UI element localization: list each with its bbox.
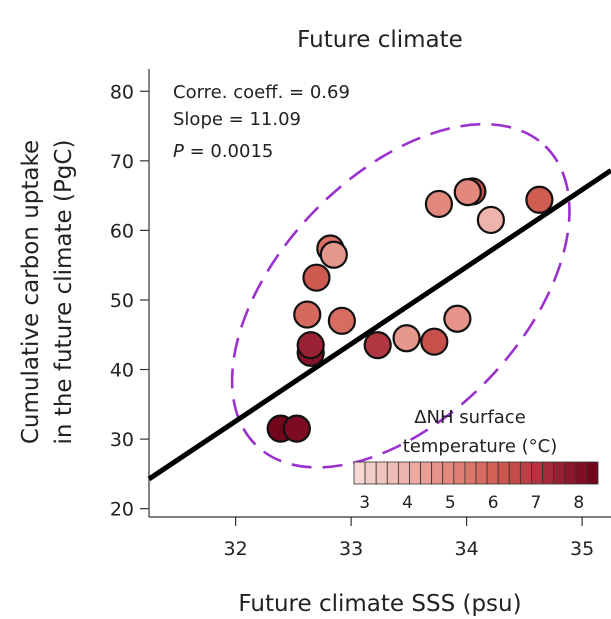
data-point: [363, 331, 392, 360]
colorbar: ΔNH surface temperature (°C) 3 4 5 6 7 8: [353, 407, 599, 513]
y-tick-label: 50: [110, 290, 134, 312]
colorbar-tick-label: 6: [488, 493, 499, 513]
y-tick-label: 60: [110, 220, 134, 242]
colorbar-cell: [564, 461, 577, 485]
data-point: [420, 327, 449, 356]
colorbar-cell: [353, 461, 366, 485]
colorbar-title-line-1: ΔNH surface: [414, 407, 526, 428]
data-point: [293, 300, 322, 329]
colorbar-title-line-2: temperature (°C): [403, 436, 557, 457]
x-axis-ticks: 32 33 34 35: [224, 517, 594, 560]
correlation-text: Corre. coeff. = 0.69: [173, 82, 350, 103]
colorbar-tick-label: 4: [402, 493, 413, 513]
colorbar-cell: [386, 461, 399, 485]
colorbar-tick-label: 7: [531, 493, 542, 513]
colorbar-cell: [519, 461, 532, 485]
colorbar-cell: [475, 461, 488, 485]
data-point: [296, 331, 325, 360]
data-point: [319, 240, 348, 269]
stats-annotation: Corre. coeff. = 0.69 Slope = 11.09 P = 0…: [173, 82, 350, 162]
colorbar-cell: [486, 461, 499, 485]
data-points: [266, 177, 554, 443]
p-symbol: P: [173, 141, 184, 162]
colorbar-cell: [397, 461, 410, 485]
slope-text: Slope = 11.09: [173, 109, 301, 130]
chart-title: Future climate: [297, 27, 463, 53]
data-point: [424, 189, 454, 219]
colorbar-cell: [542, 461, 555, 485]
colorbar-tick-label: 3: [359, 493, 370, 513]
data-point: [327, 306, 356, 335]
data-point: [453, 178, 482, 207]
y-tick-label: 70: [110, 151, 134, 173]
colorbar-cells: [353, 461, 599, 485]
x-tick-label: 33: [339, 538, 363, 560]
data-point: [476, 205, 505, 235]
colorbar-cell: [442, 461, 455, 485]
colorbar-cell: [497, 461, 510, 485]
colorbar-cell: [409, 461, 421, 485]
colorbar-cell: [464, 461, 477, 485]
regression-line: [147, 168, 611, 482]
colorbar-cell: [375, 461, 388, 485]
colorbar-cell: [508, 461, 521, 485]
colorbar-cell: [553, 461, 566, 485]
y-axis-title: Cumulative carbon uptake in the future c…: [18, 140, 77, 445]
data-point: [443, 304, 472, 333]
y-tick-label: 80: [110, 81, 134, 103]
colorbar-cell: [364, 461, 377, 485]
data-point: [525, 185, 554, 214]
colorbar-cell: [420, 461, 433, 485]
p-value-text: P = 0.0015: [173, 141, 273, 162]
colorbar-cell: [575, 461, 588, 485]
data-point: [392, 324, 421, 353]
y-axis-title-line-1: Cumulative carbon uptake: [18, 140, 44, 444]
y-tick-label: 40: [110, 360, 134, 382]
colorbar-cell: [586, 461, 599, 485]
x-axis-title: Future climate SSS (psu): [238, 591, 521, 617]
colorbar-ticks: 3 4 5 6 7 8: [359, 493, 584, 513]
colorbar-tick-label: 5: [445, 493, 456, 513]
colorbar-cell: [531, 461, 543, 485]
data-point: [282, 414, 311, 443]
colorbar-cell: [453, 461, 466, 485]
data-point: [302, 263, 331, 292]
y-tick-label: 20: [110, 499, 134, 521]
p-value: = 0.0015: [184, 141, 274, 162]
y-tick-label: 30: [110, 429, 134, 451]
x-tick-label: 35: [570, 538, 594, 560]
y-axis-title-line-2: in the future climate (PgC): [51, 140, 77, 445]
x-tick-label: 34: [455, 538, 479, 560]
colorbar-tick-label: 8: [573, 493, 584, 513]
y-axis-ticks: 20 30 40 50 60 70 80: [110, 81, 149, 521]
colorbar-cell: [431, 461, 444, 485]
confidence-ellipse: [230, 122, 571, 469]
x-tick-label: 32: [224, 538, 248, 560]
